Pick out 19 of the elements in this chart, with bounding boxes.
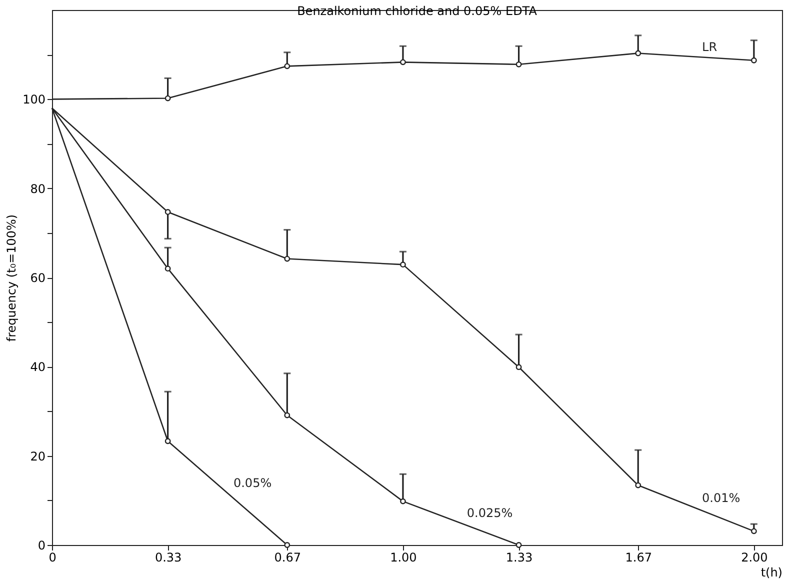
series-label: LR — [702, 40, 718, 54]
y-tick-label: 40 — [30, 360, 46, 374]
y-tick-label: 80 — [30, 182, 46, 196]
y-tick-label: 60 — [30, 271, 46, 285]
x-axis-title: t(h) — [760, 566, 782, 580]
x-tick-label: 0.33 — [154, 550, 182, 564]
x-tick-label: 1.00 — [390, 550, 417, 564]
series-label: 0.05% — [233, 476, 272, 490]
y-tick-label: 20 — [30, 449, 46, 464]
x-tick-label: 1.67 — [625, 550, 652, 564]
y-tick-label: 0 — [38, 538, 46, 552]
y-tick-label: 100 — [22, 92, 46, 107]
series-label: 0.01% — [702, 491, 740, 506]
x-tick-label: 0 — [48, 550, 56, 564]
x-tick-label: 1.33 — [506, 550, 533, 564]
series-label: 0.025% — [466, 506, 513, 520]
x-tick-label: 2.00 — [741, 550, 768, 564]
y-axis-title: frequency (t₀=100%) — [4, 214, 19, 342]
x-tick-label: 0.67 — [274, 550, 302, 564]
